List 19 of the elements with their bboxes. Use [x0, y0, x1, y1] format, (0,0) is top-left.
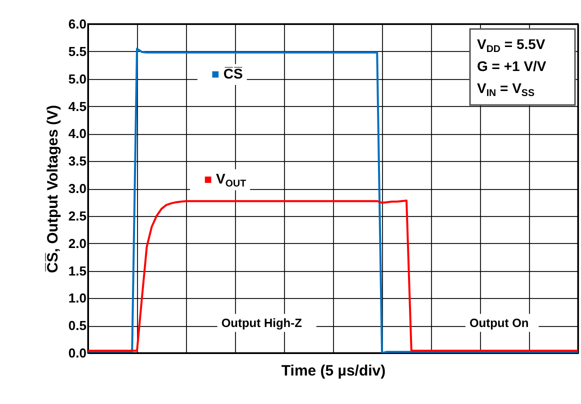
y-axis-title: C̅S̅, Output Voltages (V) [44, 104, 62, 274]
annotation: G = +1 V/V [477, 58, 547, 74]
y-tick-label: 0.5 [68, 318, 86, 334]
legend-label: C̅S̅ [223, 65, 243, 82]
y-tick-label: 2.0 [68, 236, 86, 251]
y-tick-label: 3.5 [68, 154, 86, 169]
y-tick-label: 5.5 [68, 44, 86, 59]
y-tick-label: 4.5 [68, 98, 86, 114]
y-tick-label: 6.0 [68, 16, 86, 32]
y-tick-label: 0.0 [68, 346, 86, 360]
annotation: Output High-Z [221, 316, 302, 330]
y-tick-label: 1.0 [68, 290, 86, 306]
x-axis-title: Time (5 µs/div) [281, 362, 386, 380]
y-tick-label: 2.5 [68, 208, 86, 224]
y-tick-label: 5.0 [68, 71, 86, 86]
y-tick-label: 3.0 [68, 181, 86, 196]
y-tick-label: 4.0 [68, 126, 86, 142]
y-tick-label: 1.5 [68, 263, 86, 278]
annotation: Output On [469, 316, 529, 330]
